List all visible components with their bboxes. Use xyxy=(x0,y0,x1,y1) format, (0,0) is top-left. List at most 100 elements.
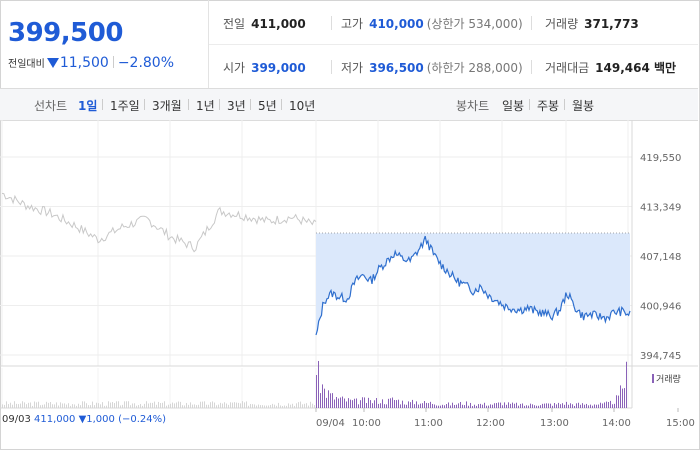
prev-volume-bar xyxy=(68,403,69,408)
volume-bar xyxy=(626,361,627,408)
prev-volume-bar xyxy=(18,404,19,408)
prev-volume-bar xyxy=(212,401,213,408)
tab-10y[interactable]: 10년 xyxy=(289,99,316,113)
stat-low: 저가 396,500 (하한가 288,000) xyxy=(341,59,523,76)
current-price: 399,500 xyxy=(8,18,123,48)
prev-volume-bar xyxy=(230,402,231,408)
prev-volume-bar xyxy=(202,401,203,408)
volume-bar xyxy=(316,375,317,408)
prev-volume-bar xyxy=(150,402,151,408)
volume-bar xyxy=(608,402,609,408)
tab-1d[interactable]: 1일 xyxy=(78,99,98,113)
volume-bar xyxy=(410,402,411,408)
volume-bar xyxy=(578,402,579,408)
prev-volume-bar xyxy=(28,402,29,408)
prev-volume-bar xyxy=(222,403,223,408)
volume-bar xyxy=(452,402,453,408)
tab-1w[interactable]: 1주일 xyxy=(110,99,140,113)
stat-high: 고가 410,000 (상한가 534,000) xyxy=(341,15,523,32)
prev-volume-bar xyxy=(186,402,187,408)
prev-day-line xyxy=(1,192,317,253)
volume-bar xyxy=(322,384,323,408)
volume-bar xyxy=(474,404,475,408)
prev-volume-bar xyxy=(140,403,141,408)
y-tick-label: 413,349 xyxy=(640,202,681,213)
prev-volume-bar xyxy=(128,401,129,408)
prev-volume-bar xyxy=(264,405,265,408)
volume-bar xyxy=(488,405,489,408)
prev-volume-bar xyxy=(72,404,73,408)
stat-value: 410,000 xyxy=(369,17,424,31)
divider xyxy=(219,99,220,110)
volume-bar xyxy=(336,396,337,408)
volume-bar xyxy=(472,406,473,408)
prev-volume-bar xyxy=(98,403,99,408)
prev-volume-bar xyxy=(100,404,101,408)
prev-volume-bar xyxy=(144,403,145,408)
volume-bar xyxy=(548,403,549,408)
prev-volume-bar xyxy=(120,405,121,408)
volume-bar xyxy=(494,403,495,408)
y-tick-label: 419,550 xyxy=(640,153,681,164)
prev-volume-bar xyxy=(208,404,209,408)
y-tick-label: 394,745 xyxy=(640,351,681,362)
stat-value: 149,464 백만 xyxy=(595,61,677,75)
volume-bar xyxy=(610,400,611,408)
prev-volume-bar xyxy=(246,401,247,408)
prev-volume-bar xyxy=(210,402,211,408)
tab-monthly[interactable]: 월봉 xyxy=(572,99,595,113)
x-tick-label: 10:00 xyxy=(352,418,381,429)
stat-label: 시가 xyxy=(223,61,246,75)
prev-volume-bar xyxy=(158,401,159,408)
prev-volume-bar xyxy=(170,403,171,408)
tab-3m[interactable]: 3개월 xyxy=(152,99,182,113)
tab-weekly[interactable]: 주봉 xyxy=(537,99,560,113)
prev-volume-bar xyxy=(14,401,15,408)
tab-3y[interactable]: 3년 xyxy=(227,99,246,113)
volume-bar xyxy=(358,404,359,408)
divider xyxy=(331,60,332,74)
prev-volume-bar xyxy=(254,404,255,408)
volume-bar xyxy=(592,405,593,408)
prev-volume-bar xyxy=(12,404,13,408)
volume-bar xyxy=(448,402,449,408)
x-tick-label: 13:00 xyxy=(540,418,569,429)
volume-bar xyxy=(596,404,597,408)
prev-volume-bar xyxy=(214,402,215,408)
volume-bar xyxy=(620,385,621,408)
prev-day-info: 09/03 411,000 ▼1,000 (−0.24%) xyxy=(2,414,166,425)
prev-volume-bar xyxy=(250,403,251,408)
change-percent: −2.80% xyxy=(117,55,175,71)
tab-5y[interactable]: 5년 xyxy=(258,99,277,113)
volume-bar xyxy=(416,401,417,408)
volume-bar xyxy=(428,403,429,408)
prev-volume-bar xyxy=(276,405,277,408)
prev-volume-bar xyxy=(154,401,155,408)
prev-volume-bar xyxy=(182,405,183,408)
x-tick-label: 09/04 xyxy=(316,418,345,429)
prev-volume-bar xyxy=(102,402,103,408)
prev-volume-bar xyxy=(64,403,65,408)
tab-daily[interactable]: 일봉 xyxy=(502,99,525,113)
volume-bar xyxy=(400,404,401,408)
tab-1y[interactable]: 1년 xyxy=(196,99,215,113)
volume-bar xyxy=(510,403,511,408)
prev-volume-bar xyxy=(274,404,275,408)
prev-volume-bar xyxy=(304,403,305,408)
prev-volume-bar xyxy=(44,404,45,408)
volume-bar xyxy=(570,403,571,408)
prev-volume-bar xyxy=(106,405,107,408)
volume-bar xyxy=(508,402,509,408)
volume-bar xyxy=(356,398,357,408)
stat-label: 전일 xyxy=(223,17,246,31)
prev-volume-bar xyxy=(280,405,281,408)
prev-volume-bar xyxy=(8,404,9,408)
lower-limit: (하한가 288,000) xyxy=(426,61,523,75)
prev-volume-bar xyxy=(218,404,219,408)
prev-change-pct: (−0.24%) xyxy=(118,414,167,425)
volume-bar xyxy=(318,360,319,408)
period-tabs: 선차트 1일 1주일 3개월 1년 3년 5년 10년 봉차트 일봉 주봉 월봉 xyxy=(0,88,698,121)
prev-volume-bar xyxy=(256,405,257,408)
y-tick-label: 407,148 xyxy=(640,252,681,263)
volume-bar xyxy=(368,397,369,408)
